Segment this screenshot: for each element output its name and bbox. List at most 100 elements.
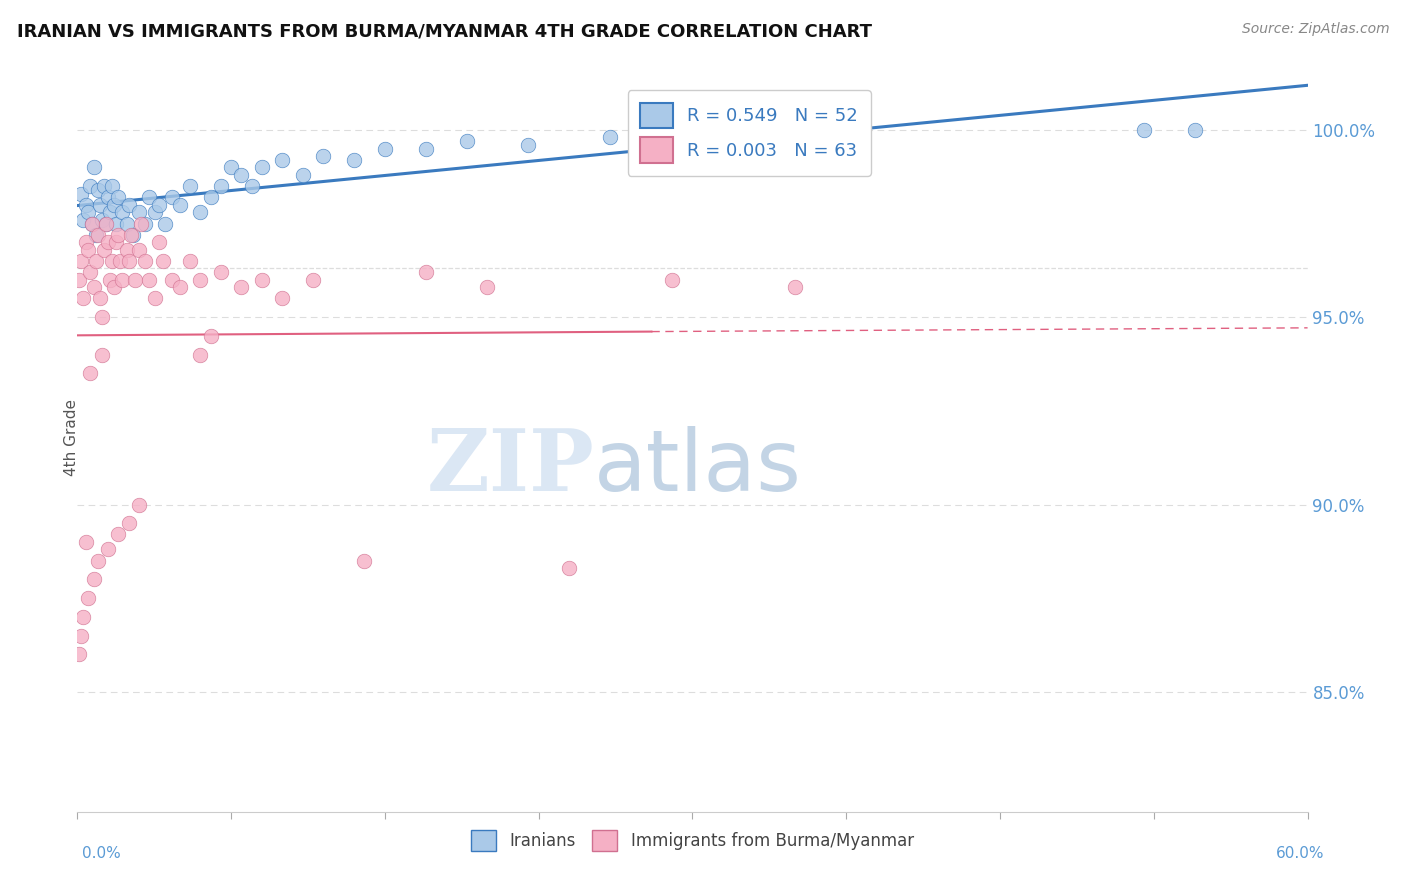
Point (250, 161, 273, 175)
Text: atlas: atlas (595, 425, 801, 508)
Point (312, 149, 335, 163)
Point (128, 498, 150, 512)
Point (804, 123, 827, 137)
Point (93, 179, 115, 194)
Point (87, 183, 110, 197)
Point (115, 243, 138, 257)
Point (70, 629, 93, 643)
Point (79, 179, 101, 194)
Point (72, 610, 94, 624)
Point (87, 554, 110, 568)
Point (83, 280, 105, 294)
Point (67, 648, 90, 662)
Point (110, 254, 132, 268)
Point (76, 591, 98, 606)
Point (76, 243, 98, 257)
Point (75, 198, 97, 212)
Point (90, 212, 114, 227)
Point (75, 535, 97, 549)
Point (84, 254, 107, 268)
Point (291, 168, 314, 182)
Point (105, 217, 128, 231)
Text: 60.0%: 60.0% (1277, 847, 1324, 861)
Point (143, 292, 166, 306)
Point (87, 227, 110, 242)
Point (75, 235, 97, 250)
Point (661, 273, 683, 287)
Point (97, 542, 120, 557)
Point (200, 190, 222, 204)
Point (101, 179, 124, 194)
Point (231, 280, 253, 294)
Point (67, 273, 90, 287)
Point (97, 190, 120, 204)
Point (115, 217, 138, 231)
Point (783, 280, 806, 294)
Point (134, 217, 156, 231)
Point (103, 198, 125, 212)
Point (111, 205, 134, 219)
Point (200, 329, 222, 343)
Point (250, 273, 273, 287)
Point (111, 273, 134, 287)
Point (107, 527, 129, 541)
Point (682, 127, 704, 141)
Point (415, 142, 437, 156)
Point (121, 227, 143, 242)
Point (94, 217, 117, 231)
Point (105, 235, 128, 250)
Point (456, 134, 478, 148)
Point (79, 367, 101, 381)
Point (1184, 123, 1206, 137)
Point (209, 265, 232, 279)
Point (231, 168, 253, 182)
Point (179, 179, 201, 194)
Point (599, 130, 621, 145)
Point (70, 254, 93, 268)
Point (169, 198, 191, 212)
Point (83, 161, 105, 175)
Point (343, 153, 366, 167)
Point (169, 280, 191, 294)
Y-axis label: 4th Grade: 4th Grade (65, 399, 79, 475)
Point (120, 227, 142, 242)
Point (76, 205, 98, 219)
Text: 0.0%: 0.0% (82, 847, 121, 861)
Text: ZIP: ZIP (426, 425, 595, 509)
Point (70, 186, 93, 201)
Point (302, 273, 325, 287)
Point (90, 310, 114, 325)
Point (98, 273, 121, 287)
Point (128, 205, 150, 219)
Legend: Iranians, Immigrants from Burma/Myanmar: Iranians, Immigrants from Burma/Myanmar (464, 823, 921, 857)
Point (152, 254, 174, 268)
Point (1132, 123, 1154, 137)
Point (84, 227, 107, 242)
Point (179, 254, 201, 268)
Point (79, 265, 101, 279)
Point (90, 348, 114, 362)
Text: Source: ZipAtlas.com: Source: ZipAtlas.com (1241, 22, 1389, 37)
Point (117, 516, 139, 531)
Point (148, 198, 170, 212)
Point (89, 198, 111, 212)
Point (117, 254, 139, 268)
Point (134, 254, 156, 268)
Point (188, 348, 212, 362)
Point (107, 227, 129, 242)
Point (558, 561, 581, 575)
Point (98, 205, 121, 219)
Point (188, 205, 212, 219)
Point (219, 161, 242, 175)
Point (93, 243, 115, 257)
Point (103, 280, 125, 294)
Point (240, 179, 263, 194)
Point (80, 217, 103, 231)
Point (271, 153, 294, 167)
Point (148, 235, 170, 250)
Point (124, 273, 146, 287)
Point (138, 190, 160, 204)
Point (138, 273, 160, 287)
Point (129, 217, 152, 231)
Point (271, 292, 294, 306)
